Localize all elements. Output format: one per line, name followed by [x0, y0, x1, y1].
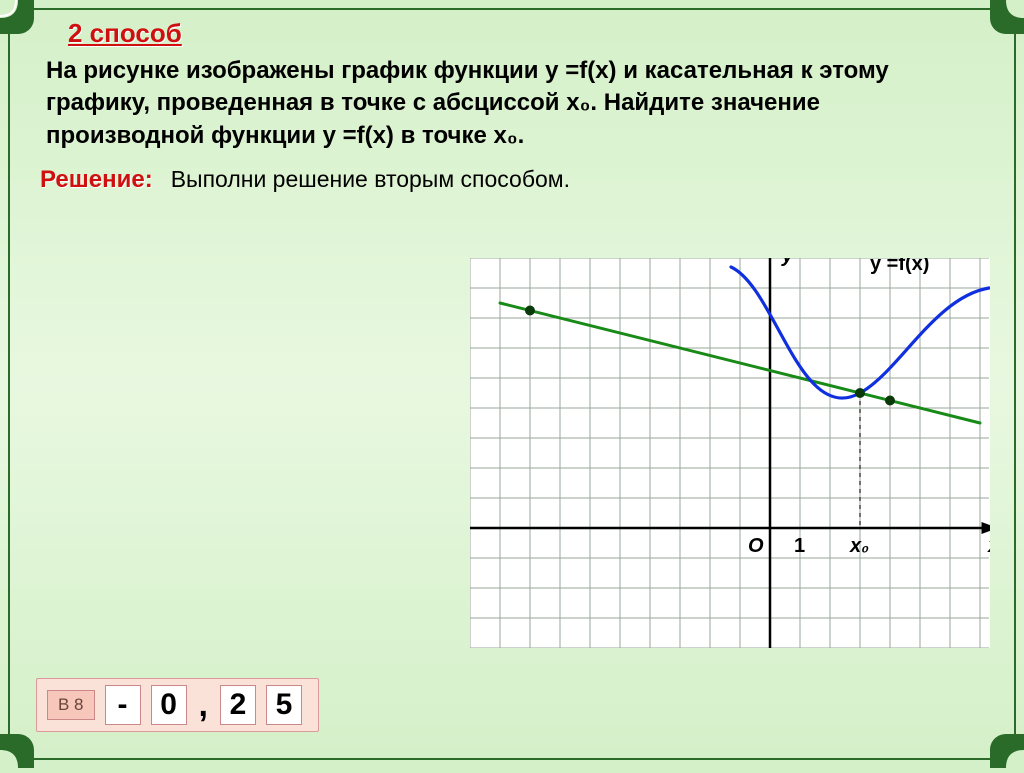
corner-decoration — [990, 734, 1024, 768]
svg-text:x₀: x₀ — [849, 535, 869, 557]
svg-text:y: y — [781, 258, 794, 267]
answer-int: 0 — [151, 685, 187, 725]
svg-text:1: 1 — [794, 535, 805, 557]
graph-svg: y x O 1 x₀ y =f(x) — [470, 258, 990, 648]
problem-text: На рисунке изображены график функции y =… — [40, 55, 984, 152]
answer-comma: , — [197, 686, 210, 725]
answer-dec1: 2 — [220, 685, 256, 725]
answer-bar: В 8 - 0 , 2 5 — [36, 678, 319, 732]
svg-text:O: O — [748, 535, 764, 557]
svg-text:y =f(x): y =f(x) — [870, 258, 929, 275]
corner-decoration — [0, 0, 34, 34]
variant-badge: В 8 — [47, 690, 95, 720]
answer-sign: - — [105, 685, 141, 725]
answer-dec2: 5 — [266, 685, 302, 725]
corner-decoration — [0, 734, 34, 768]
corner-decoration — [990, 0, 1024, 34]
svg-text:x: x — [987, 535, 990, 557]
solution-instruction: Выполни решение вторым способом. — [171, 166, 570, 193]
graph-panel: y x O 1 x₀ y =f(x) — [470, 258, 990, 648]
method-title: 2 способ — [68, 18, 984, 49]
solution-label: Решение: — [40, 166, 153, 194]
